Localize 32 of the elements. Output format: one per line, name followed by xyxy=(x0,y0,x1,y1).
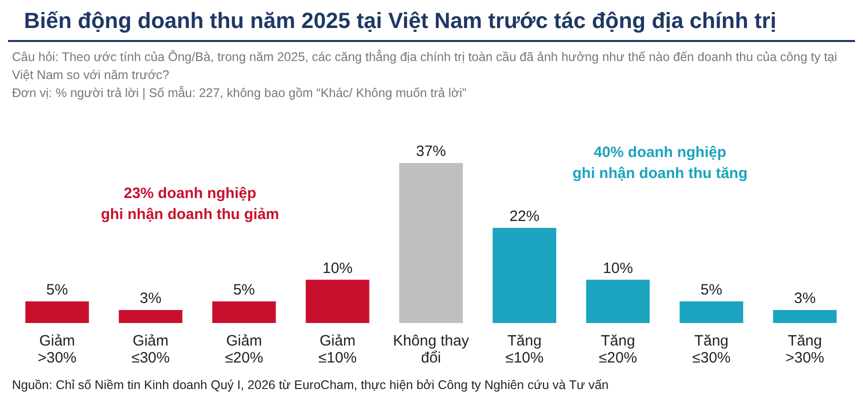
bar xyxy=(118,310,182,323)
x-tick-label: Giảm >30% xyxy=(38,332,77,366)
x-tick-label: Giảm ≤10% xyxy=(318,332,357,366)
data-label: 3% xyxy=(140,290,162,308)
text: Nguồn: Chỉ số Niềm tin Kinh doanh Quý I, 2026 từ EuroCham, thực hiện bởi Công ty Nghiên cứu và Tư vấn xyxy=(12,378,609,392)
chart-title: Biến động doanh thu năm 2025 tại Việt Nam trước tác động địa chính trị xyxy=(8,0,855,42)
annotation: 23% doanh nghiệp ghi nhận doanh thu giảm xyxy=(100,184,280,225)
bar xyxy=(399,163,463,323)
data-label: 10% xyxy=(322,260,353,277)
x-tick-label: Tăng ≤30% xyxy=(692,332,731,366)
data-label: 5% xyxy=(46,281,68,298)
bar xyxy=(773,310,837,323)
x-tick-label: Tăng >30% xyxy=(785,332,824,366)
bar xyxy=(492,228,556,323)
bar xyxy=(25,301,89,323)
data-label: 5% xyxy=(233,281,255,298)
data-label: 10% xyxy=(602,260,633,277)
x-tick-label: Không thay đổi xyxy=(393,332,470,366)
data-label: 37% xyxy=(416,143,446,160)
x-tick-label: Giảm ≤20% xyxy=(224,332,264,366)
x-tick-label: Tăng ≤10% xyxy=(505,332,544,366)
bar xyxy=(212,301,276,323)
bar xyxy=(680,301,744,323)
chart-subtitle: Câu hỏi: Theo ước tính của Ông/Bà, trong năm 2025, các căng thẳng địa chính trị toàn cầu đã ảnh hưởng như thế nào đến doanh thu của công ty tại Việt Nam so với năm trước? Đơn vị: % người trả lời | Số mẫu: 227, không bao gồm “Khác/ Không muốn trả lời” xyxy=(11,48,838,102)
bar xyxy=(306,280,370,323)
data-label: 22% xyxy=(509,208,540,225)
x-tick-label: Tăng ≤20% xyxy=(598,332,638,366)
annotation: 40% doanh nghiệp ghi nhận doanh thu tăng xyxy=(572,143,748,184)
bar xyxy=(586,280,650,323)
x-tick-label: Giảm ≤30% xyxy=(131,332,170,366)
data-label: 3% xyxy=(794,290,816,308)
data-label: 5% xyxy=(700,281,722,298)
